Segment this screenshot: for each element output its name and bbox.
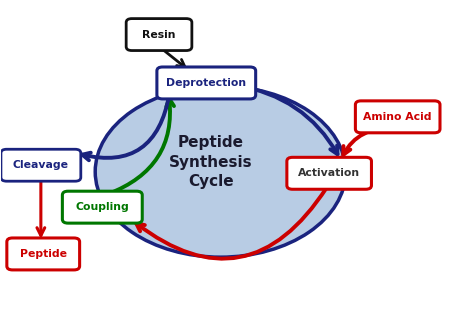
FancyBboxPatch shape: [356, 101, 440, 133]
FancyBboxPatch shape: [63, 191, 142, 223]
Text: Peptide: Peptide: [20, 249, 67, 259]
Ellipse shape: [95, 86, 346, 257]
Text: Cleavage: Cleavage: [13, 160, 69, 170]
Text: Resin: Resin: [142, 29, 176, 40]
Text: Activation: Activation: [298, 168, 360, 178]
Text: Peptide
Synthesis
Cycle: Peptide Synthesis Cycle: [169, 135, 253, 189]
Text: Deprotection: Deprotection: [166, 78, 246, 88]
FancyBboxPatch shape: [157, 67, 255, 99]
FancyBboxPatch shape: [287, 157, 372, 189]
FancyBboxPatch shape: [126, 18, 192, 51]
Text: Coupling: Coupling: [75, 202, 129, 212]
FancyBboxPatch shape: [7, 238, 80, 270]
FancyBboxPatch shape: [1, 149, 81, 181]
Text: Amino Acid: Amino Acid: [364, 112, 432, 122]
